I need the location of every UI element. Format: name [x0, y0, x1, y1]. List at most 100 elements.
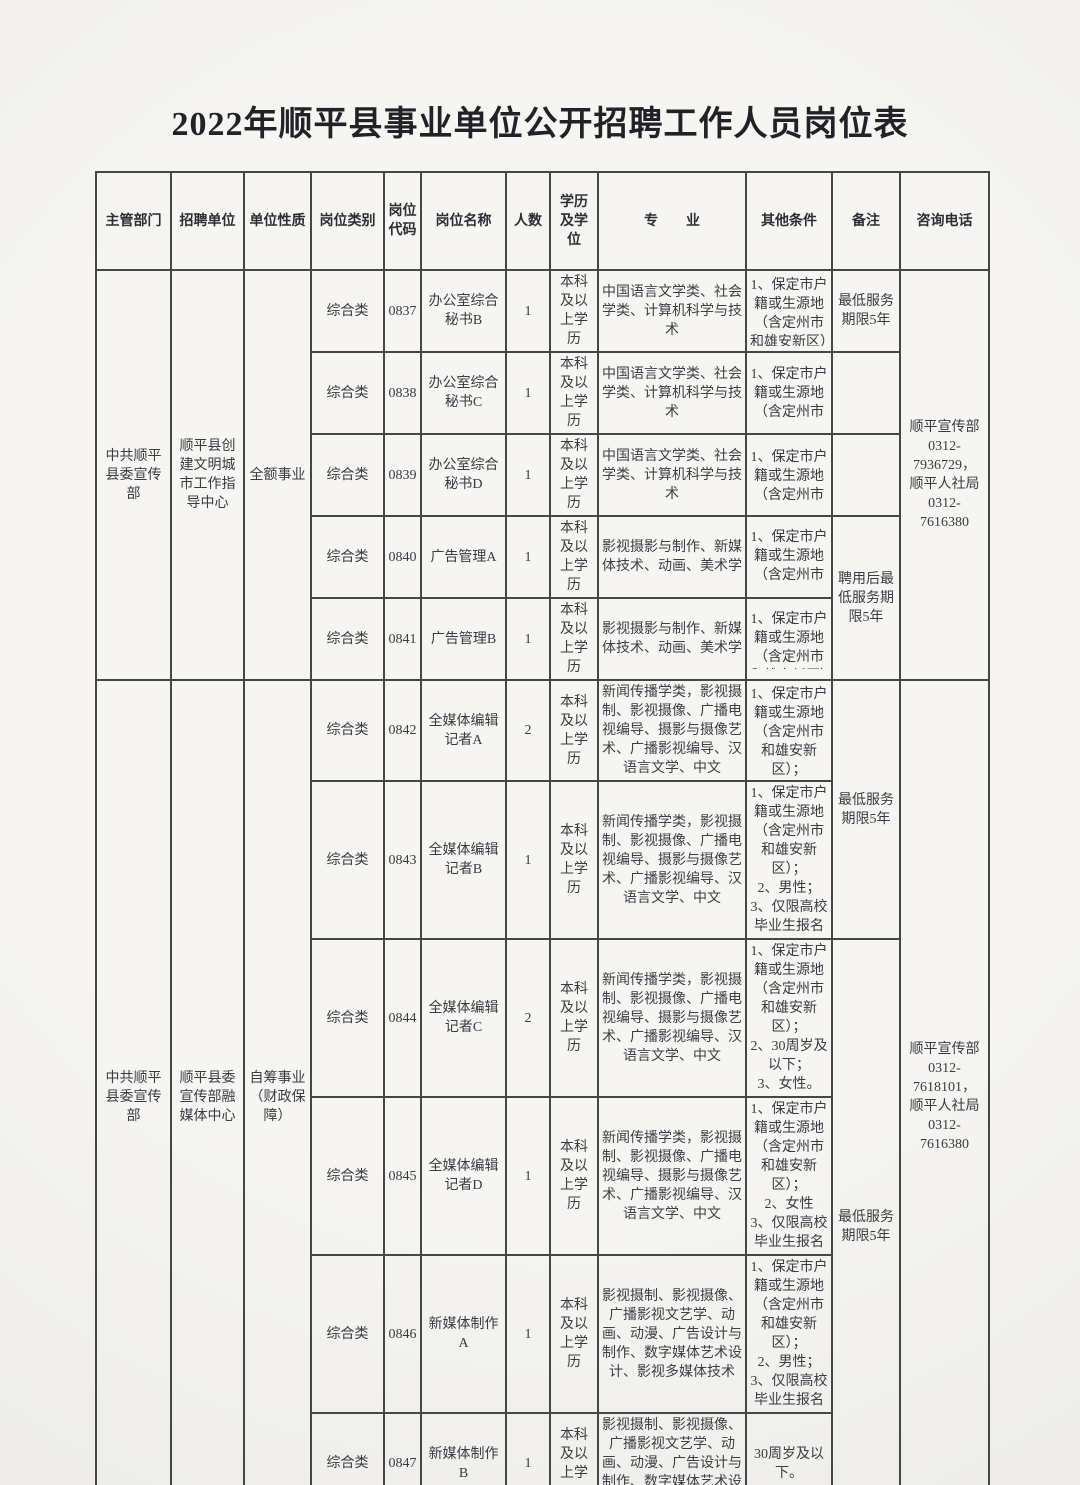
- cell-major: 中国语言文学类、社会学类、计算机科学与技术: [597, 351, 747, 435]
- cell-recruiting-unit: 顺平县创建文明城市工作指导中心: [170, 269, 245, 681]
- cell-position-name: 办公室综合秘书C: [420, 351, 507, 435]
- cell-position-code: 0844: [383, 938, 422, 1098]
- cell-major: 新闻传播学类，影视摄制、影视摄像、广播电视编导、摄影与摄像艺术、广播影视编导、汉…: [597, 938, 747, 1098]
- conditions-text: 1、保定市户籍或生源地（含定州市和雄安新区）: [750, 530, 828, 583]
- conditions-text: 1、保定市户籍或生源地（含定州市和雄安新区）: [750, 278, 828, 346]
- cell-position-code: 0846: [383, 1254, 422, 1414]
- cell-major: 影视摄制、影视摄像、广播影视文艺学、动画、动漫、广告设计与制作、数字媒体艺术设计…: [597, 1254, 747, 1414]
- cell-position-category: 综合类: [310, 515, 385, 599]
- cell-major: 新闻传播学类，影视摄制、影视摄像、广播电视编导、摄影与摄像艺术、广播影视编导、汉…: [597, 679, 747, 782]
- job-row-0840: 综合类 0840 广告管理A 1 本科及以上学历 影视摄影与制作、新媒体技术、动…: [96, 515, 989, 681]
- cell-headcount: 1: [505, 351, 551, 435]
- cell-remark-empty: [831, 351, 901, 435]
- cell-position-name: 办公室综合秘书B: [420, 269, 507, 353]
- cell-position-category: 综合类: [310, 1254, 385, 1414]
- cell-position-category: 综合类: [310, 780, 385, 940]
- cell-position-name: 新媒体制作A: [420, 1254, 507, 1414]
- cell-remark: 聘用后最 低服务期 限5年: [831, 515, 901, 681]
- conditions-text: 1、保定市户籍或生源地（含定州市和雄安新区）； 2、30周岁及以下: [750, 686, 828, 777]
- cell-headcount: 1: [505, 1096, 551, 1256]
- cell-headcount: 1: [505, 597, 551, 681]
- cell-remark-empty: [831, 433, 901, 517]
- cell-unit-nature: 自筹事业（财政保障）: [243, 679, 312, 1485]
- cell-position-code: 0841: [383, 597, 422, 681]
- header-education: 学历及学位: [549, 171, 599, 271]
- cell-position-name: 新媒体制作B: [420, 1412, 507, 1485]
- cell-education: 本科及以上学历: [549, 1096, 599, 1256]
- cell-remark: 最低服务 期限5年: [831, 269, 901, 353]
- cell-position-name: 广告管理A: [420, 515, 507, 599]
- cell-position-category: 综合类: [310, 269, 385, 353]
- cell-headcount: 1: [505, 269, 551, 353]
- cell-position-code: 0843: [383, 780, 422, 940]
- cell-position-code: 0838: [383, 351, 422, 435]
- cell-position-code: 0842: [383, 679, 422, 782]
- cell-major: 新闻传播学类，影视摄制、影视摄像、广播电视编导、摄影与摄像艺术、广播影视编导、汉…: [597, 780, 747, 940]
- cell-headcount: 2: [505, 938, 551, 1098]
- cell-major: 中国语言文学类、社会学类、计算机科学与技术: [597, 433, 747, 517]
- cell-other-conditions: 1、保定市户籍或生源地（含定州市和雄安新区）； 2、30周岁及以下； 3、女性。: [745, 938, 833, 1098]
- header-position-code: 岗位代码: [383, 171, 422, 271]
- header-headcount: 人数: [505, 171, 551, 271]
- cell-headcount: 1: [505, 1254, 551, 1414]
- cell-major: 影视摄影与制作、新媒体技术、动画、美术学: [597, 515, 747, 599]
- cell-position-category: 综合类: [310, 351, 385, 435]
- header-unit-nature: 单位性质: [243, 171, 312, 271]
- cell-other-conditions: 30周岁及以下。: [745, 1412, 833, 1485]
- header-position-name: 岗位名称: [420, 171, 507, 271]
- cell-other-conditions: 1、保定市户籍或生源地（含定州市和雄安新区）: [745, 269, 833, 353]
- cell-other-conditions: 1、保定市户籍或生源地（含定州市和雄安新区）: [745, 597, 833, 681]
- cell-education: 本科及以上学历: [549, 1412, 599, 1485]
- cell-recruiting-unit: 顺平县委宣传部融媒体中心: [170, 679, 245, 1485]
- cell-position-name: 广告管理B: [420, 597, 507, 681]
- cell-position-category: 综合类: [310, 938, 385, 1098]
- cell-position-category: 综合类: [310, 1096, 385, 1256]
- cell-headcount: 1: [505, 515, 551, 599]
- conditions-text: 1、保定市户籍或生源地（含定州市和雄安新区）: [750, 367, 828, 420]
- cell-education: 本科及以上学历: [549, 597, 599, 681]
- job-row-0842: 中共顺平县委宣传部 顺平县委宣传部融媒体中心 自筹事业（财政保障） 综合类 08…: [95, 679, 990, 1485]
- cell-position-name: 全媒体编辑记者B: [420, 780, 507, 940]
- cell-education: 本科及以上学历: [549, 938, 599, 1098]
- cell-unit-nature: 全额事业: [243, 269, 312, 681]
- cell-remark: 最低服务 期限5年: [831, 679, 901, 940]
- header-remark: 备注: [831, 171, 901, 271]
- cell-headcount: 1: [505, 1412, 551, 1485]
- job-row-0847: 综合类 0847 新媒体制作B 1 本科及以上学历 影视摄制、影视摄像、广播影视…: [96, 1412, 989, 1485]
- cell-position-code: 0839: [383, 433, 422, 517]
- cell-education: 本科及以上学历: [549, 780, 599, 940]
- conditions-text: 1、保定市户籍或生源地（含定州市和雄安新区）: [750, 449, 828, 503]
- cell-other-conditions: 1、保定市户籍或生源地（含定州市和雄安新区）: [745, 515, 833, 599]
- cell-position-code: 0837: [383, 269, 422, 353]
- job-positions-table: 主管部门 招聘单位 单位性质 岗位类别 岗位代码 岗位名称 人数 学历及学位 专…: [95, 171, 990, 1485]
- job-row-0837: 中共顺平县委宣传部 顺平县创建文明城市工作指导中心 全额事业 综合类 0837 …: [95, 269, 990, 681]
- cell-department: 中共顺平县委宣传部: [95, 679, 172, 1485]
- cell-other-conditions: 1、保定市户籍或生源地（含定州市和雄安新区）: [745, 351, 833, 435]
- cell-education: 本科及以上学历: [549, 679, 599, 782]
- cell-position-code: 0840: [383, 515, 422, 599]
- job-row-0843: 综合类 0843 全媒体编辑记者B 1 本科及以上学历 新闻传播学类，影视摄制、…: [96, 780, 989, 940]
- cell-other-conditions: 1、保定市户籍或生源地（含定州市和雄安新区）； 2、男性； 3、仅限高校毕业生报…: [745, 1254, 833, 1414]
- table-header-row: 主管部门 招聘单位 单位性质 岗位类别 岗位代码 岗位名称 人数 学历及学位 专…: [95, 171, 990, 271]
- cell-position-category: 综合类: [310, 597, 385, 681]
- cell-other-conditions: 1、保定市户籍或生源地（含定州市和雄安新区）: [745, 433, 833, 517]
- cell-phone: 顺平宣传部 0312- 7618101， 顺平人社局 0312- 7616380: [899, 679, 990, 1485]
- job-row-0846: 综合类 0846 新媒体制作A 1 本科及以上学历 影视摄制、影视摄像、广播影视…: [96, 1254, 989, 1414]
- cell-position-category: 综合类: [310, 433, 385, 517]
- header-major: 专 业: [597, 171, 747, 271]
- header-phone: 咨询电话: [899, 171, 990, 271]
- cell-headcount: 1: [505, 780, 551, 940]
- cell-other-conditions: 1、保定市户籍或生源地（含定州市和雄安新区）； 2、男性； 3、仅限高校毕业生报…: [745, 780, 833, 940]
- conditions-text: 1、保定市户籍或生源地（含定州市和雄安新区）: [750, 611, 828, 665]
- job-row-0838: 综合类 0838 办公室综合秘书C 1 本科及以上学历 中国语言文学类、社会学类…: [96, 351, 989, 435]
- cell-position-name: 全媒体编辑记者A: [420, 679, 507, 782]
- page-title: 2022年顺平县事业单位公开招聘工作人员岗位表: [171, 106, 909, 143]
- cell-position-code: 0845: [383, 1096, 422, 1256]
- cell-education: 本科及以上学历: [549, 1254, 599, 1414]
- cell-education: 本科及以上学历: [549, 351, 599, 435]
- cell-major: 影视摄影与制作、新媒体技术、动画、美术学: [597, 597, 747, 681]
- header-position-category: 岗位类别: [310, 171, 385, 271]
- cell-position-name: 全媒体编辑记者C: [420, 938, 507, 1098]
- cell-other-conditions: 1、保定市户籍或生源地（含定州市和雄安新区）； 2、女性 3、仅限高校毕业生报名: [745, 1096, 833, 1256]
